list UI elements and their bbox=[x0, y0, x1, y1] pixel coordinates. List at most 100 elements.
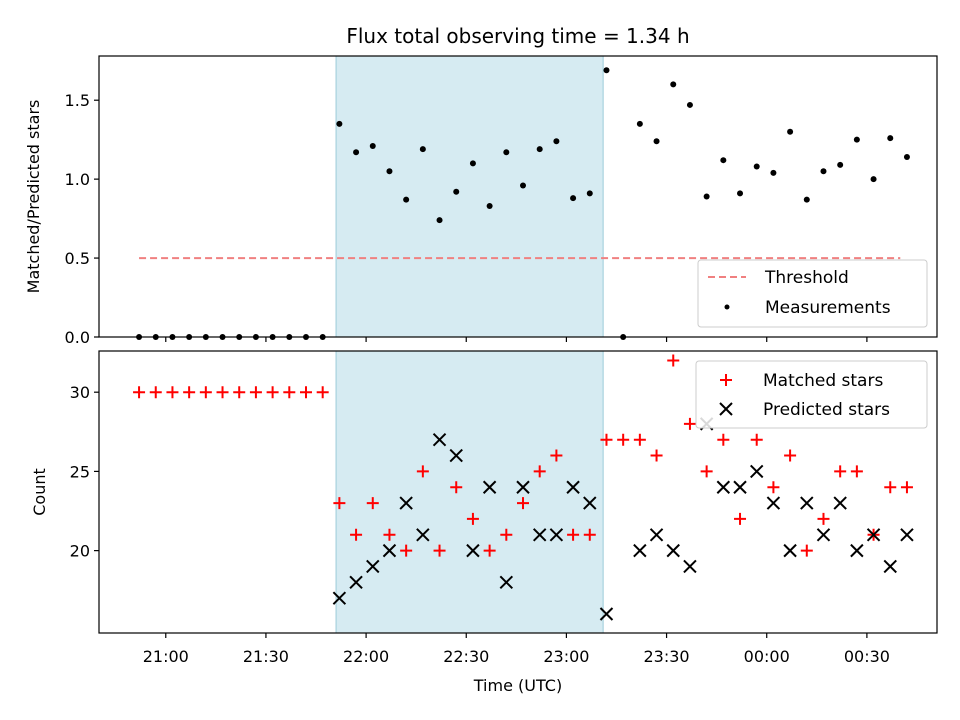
legend-predicted-label: Predicted stars bbox=[763, 400, 890, 420]
measurement-point bbox=[636, 120, 643, 127]
matched-star-point bbox=[700, 465, 713, 478]
measurement-point bbox=[486, 202, 493, 209]
matched-star-point bbox=[784, 449, 797, 462]
matched-star-point bbox=[199, 386, 212, 399]
measurement-point bbox=[653, 138, 660, 145]
x-tick-label: 22:00 bbox=[343, 647, 389, 666]
matched-star-point bbox=[850, 465, 863, 478]
matched-star-point bbox=[650, 449, 663, 462]
predicted-star-point bbox=[649, 528, 664, 542]
matched-star-point bbox=[233, 386, 246, 399]
matched-star-point bbox=[500, 528, 513, 541]
matched-star-point bbox=[466, 512, 479, 525]
measurement-point bbox=[553, 138, 560, 145]
x-tick-label: 23:30 bbox=[644, 647, 690, 666]
matched-star-point bbox=[333, 497, 346, 510]
measurement-point bbox=[787, 128, 794, 135]
measurement-point bbox=[570, 195, 577, 202]
predicted-star-point bbox=[449, 448, 463, 463]
chart-title: Flux total observing time = 1.34 h bbox=[346, 24, 689, 48]
top-y-axis-label: Matched/Predicted stars bbox=[24, 100, 43, 294]
matched-star-point bbox=[249, 386, 262, 399]
matched-star-point bbox=[350, 528, 363, 541]
measurement-point bbox=[536, 146, 543, 153]
predicted-star-point bbox=[733, 480, 747, 494]
matched-star-point bbox=[450, 481, 463, 494]
predicted-star-point bbox=[900, 528, 914, 542]
bottom-shaded-interval bbox=[336, 351, 604, 633]
bottom-panel: 20 25 30 21:00 21:30 22:00 22:30 23:00 23:30 00:0… bbox=[70, 350, 938, 666]
measurement-point bbox=[603, 67, 610, 74]
matched-star-point bbox=[567, 528, 580, 541]
bottom-axes-frame bbox=[98, 350, 938, 634]
predicted-star-point bbox=[549, 528, 564, 542]
matched-star-point bbox=[633, 433, 646, 446]
matched-star-point bbox=[583, 528, 596, 541]
matched-star-point bbox=[834, 465, 847, 478]
x-tick-label: 23:00 bbox=[543, 647, 589, 666]
measurement-point bbox=[853, 136, 860, 143]
measurement-point bbox=[720, 157, 727, 164]
bottom-y-axis-label: Count bbox=[30, 468, 49, 516]
matched-star-point bbox=[400, 544, 413, 557]
matched-star-point bbox=[416, 465, 429, 478]
matched-star-point bbox=[717, 433, 730, 446]
matched-star-point bbox=[600, 433, 613, 446]
matched-star-point bbox=[533, 465, 546, 478]
matched-star-point bbox=[817, 512, 830, 525]
measurement-point bbox=[336, 120, 343, 127]
top-y-tick-label: 0.5 bbox=[65, 249, 90, 268]
measurement-point bbox=[436, 217, 443, 224]
matched-star-point bbox=[266, 386, 279, 399]
predicted-star-point bbox=[883, 559, 897, 574]
predicted-star-point bbox=[349, 575, 363, 590]
top-panel: 0.0 0.5 1.0 1.5 Threshold Measurements bbox=[65, 55, 938, 347]
bottom-legend-box bbox=[695, 360, 928, 429]
predicted-star-point bbox=[332, 591, 347, 605]
predicted-star-point bbox=[766, 496, 781, 510]
x-tick-label: 21:00 bbox=[143, 647, 189, 666]
matched-star-point bbox=[283, 386, 296, 399]
matched-star-point bbox=[433, 544, 446, 557]
matched-star-point bbox=[299, 386, 312, 399]
predicted-star-point bbox=[599, 607, 614, 621]
predicted-star-point bbox=[566, 480, 580, 494]
top-y-tick-label: 0.0 bbox=[65, 328, 90, 347]
matched-star-point bbox=[383, 528, 396, 541]
measurement-point bbox=[403, 196, 410, 203]
matched-star-point bbox=[183, 386, 196, 399]
measurement-point bbox=[520, 182, 527, 189]
matched-star-point bbox=[550, 449, 563, 462]
bottom-y-tick-label: 20 bbox=[70, 542, 90, 561]
bottom-y-tick-label: 30 bbox=[70, 383, 90, 402]
measurement-point bbox=[803, 196, 810, 203]
top-y-tick-label: 1.0 bbox=[65, 170, 90, 189]
legend-predicted-swatch bbox=[719, 402, 733, 416]
predicted-star-point bbox=[850, 543, 864, 558]
predicted-star-point bbox=[366, 559, 380, 574]
predicted-star-point bbox=[516, 480, 530, 494]
predicted-star-point bbox=[416, 528, 430, 542]
predicted-star-point bbox=[716, 480, 731, 494]
x-tick-label: 21:30 bbox=[243, 647, 289, 666]
measurement-point bbox=[887, 135, 894, 142]
predicted-star-point bbox=[382, 543, 397, 558]
measurement-point bbox=[903, 154, 910, 161]
predicted-star-point bbox=[833, 496, 847, 510]
predicted-star-point bbox=[666, 543, 680, 558]
legend-matched-swatch bbox=[720, 374, 732, 386]
predicted-star-point bbox=[866, 528, 881, 542]
predicted-star-point bbox=[399, 496, 413, 510]
matched-star-point bbox=[767, 481, 780, 494]
predicted-star-point bbox=[816, 528, 831, 542]
measurement-point bbox=[737, 190, 744, 197]
x-tick-label: 22:30 bbox=[443, 647, 489, 666]
matched-star-point bbox=[884, 481, 897, 494]
predicted-star-point bbox=[633, 543, 647, 558]
top-axes-frame bbox=[98, 55, 938, 338]
measurement-point bbox=[453, 188, 460, 195]
measurement-point bbox=[770, 169, 777, 176]
matched-star-point bbox=[617, 433, 630, 446]
measurement-point bbox=[870, 176, 877, 183]
